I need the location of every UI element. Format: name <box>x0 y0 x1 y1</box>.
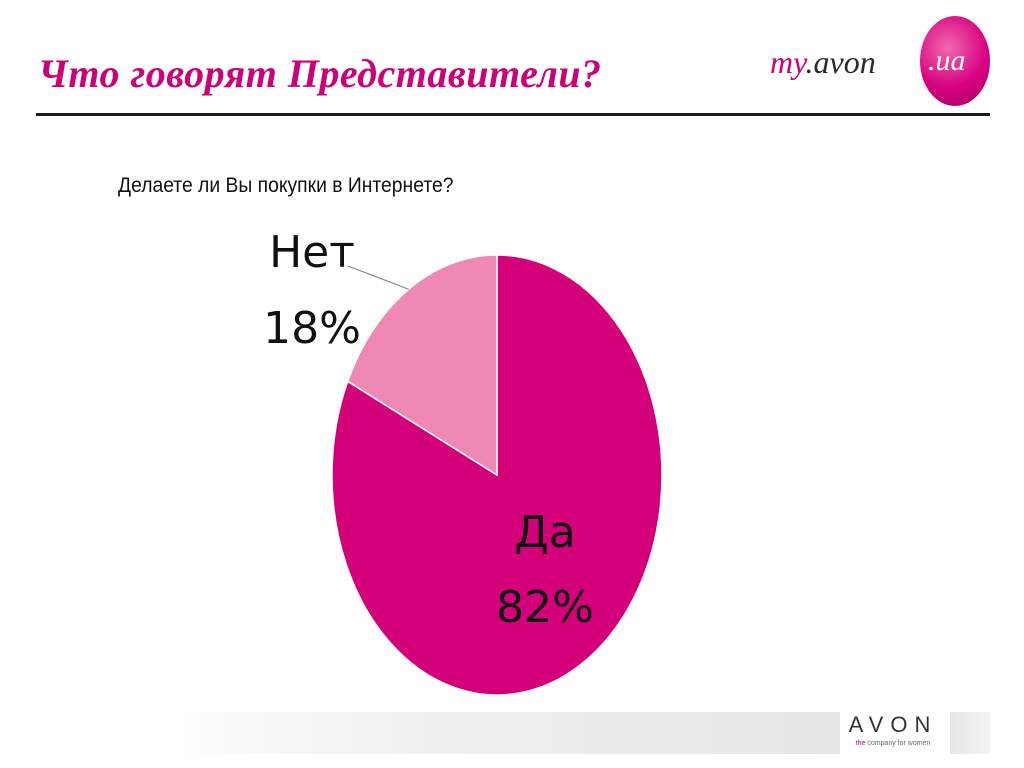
avon-tagline: the company for women <box>855 740 931 747</box>
chart-title: Делаете ли Вы покупки в Интернете? <box>118 174 454 197</box>
slide-title: Что говорят Представители? <box>38 51 602 96</box>
pie-labels: Да 82% Нет 18% <box>263 227 594 633</box>
label-leader-line <box>347 265 409 290</box>
logo-prefix: my <box>770 44 806 80</box>
logo-brand: .avon <box>805 44 876 80</box>
avon-footer-logo: AVON the company for women <box>848 712 938 747</box>
avon-wordmark: AVON <box>848 712 938 737</box>
title-divider <box>36 113 990 116</box>
slice-value-yes: 82% <box>496 582 594 633</box>
pie-slice-no <box>346 254 498 477</box>
logo-text: my.avon <box>770 44 876 81</box>
slice-label-yes: Да <box>514 507 575 558</box>
pie-slices <box>331 254 663 696</box>
logo-suffix: .ua <box>928 44 966 77</box>
footer-bar <box>160 712 840 754</box>
slice-value-no: 18% <box>263 303 361 354</box>
footer-bar-end <box>950 712 990 754</box>
slice-label-no: Нет <box>269 227 355 278</box>
logo-circle <box>920 16 990 106</box>
my-avon-logo: my.avon .ua <box>770 12 990 112</box>
